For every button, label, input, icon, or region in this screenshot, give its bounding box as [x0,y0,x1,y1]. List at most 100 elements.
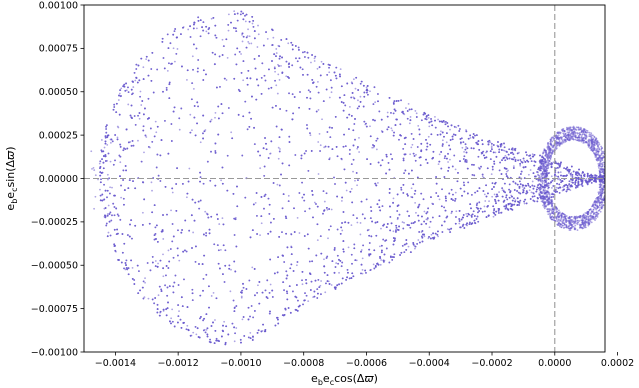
data-point [277,157,280,160]
data-point [409,153,412,156]
data-point [427,237,430,240]
data-point [295,264,298,267]
data-point [372,146,375,149]
data-point [298,232,301,234]
data-point [205,328,208,331]
data-point [372,263,375,266]
data-point [317,141,320,143]
data-point [361,269,364,271]
data-point [430,233,433,236]
data-point [107,204,110,207]
data-point [449,158,451,161]
data-point [221,217,224,220]
data-point [407,245,410,248]
data-point [259,234,261,237]
data-point [490,173,493,176]
data-point [185,196,188,199]
data-point [328,96,331,99]
data-point [241,318,244,321]
data-point [585,177,588,180]
data-point [417,239,420,241]
data-point [403,221,405,224]
data-point [276,92,279,95]
data-point [567,172,570,174]
data-point [125,89,128,92]
data-point [227,29,230,32]
data-point [116,125,119,128]
data-point [276,183,279,186]
data-point [107,178,109,181]
data-point [356,184,358,187]
data-point [569,189,572,192]
data-point [151,189,153,192]
data-point [155,131,158,134]
data-point [192,331,195,334]
data-point [369,125,371,128]
data-point [166,69,169,72]
data-point [205,30,208,33]
data-point [178,259,181,262]
data-point [550,175,553,178]
data-point [219,248,222,251]
data-point [410,146,413,149]
data-point [172,47,175,50]
data-point [204,129,207,131]
data-point [355,259,358,262]
data-point [356,147,359,150]
data-point [352,78,355,81]
data-point [392,197,395,200]
data-point [360,249,363,251]
data-point [538,192,541,195]
data-point [461,146,464,149]
data-point [358,137,360,139]
data-point [277,73,280,76]
data-point [287,194,290,197]
data-point [357,99,359,102]
data-point [162,238,165,240]
data-point [415,112,418,115]
data-point [171,308,174,311]
data-point [490,146,493,149]
data-point [371,146,374,149]
data-point [483,205,486,208]
data-point [465,212,468,215]
data-point [171,191,174,194]
data-point [415,153,417,156]
data-point [347,246,350,249]
data-point [210,17,213,20]
data-point [285,75,288,78]
data-point [186,324,189,327]
data-point [481,175,484,178]
data-point [446,228,449,230]
data-point [427,116,430,119]
data-point [157,262,159,265]
scatter-points [90,10,605,346]
data-point [356,221,359,224]
data-point [338,271,340,274]
data-point [137,139,139,142]
data-point [417,124,420,127]
data-point [440,130,442,133]
data-point [241,33,243,36]
data-point [188,167,191,170]
data-point [380,259,382,261]
data-point [210,295,213,297]
data-point [266,37,269,40]
data-point [240,296,243,299]
data-point [309,134,312,137]
data-point [167,249,170,252]
data-point [379,245,381,248]
data-point [521,186,524,188]
data-point [223,320,226,323]
data-point [352,170,354,173]
data-point [257,284,259,287]
data-point [127,103,130,106]
data-point [141,211,144,214]
data-point [484,200,487,202]
data-point [145,136,148,138]
data-point [450,212,453,215]
data-point [214,319,216,321]
data-point [369,90,371,93]
data-point [380,227,382,230]
